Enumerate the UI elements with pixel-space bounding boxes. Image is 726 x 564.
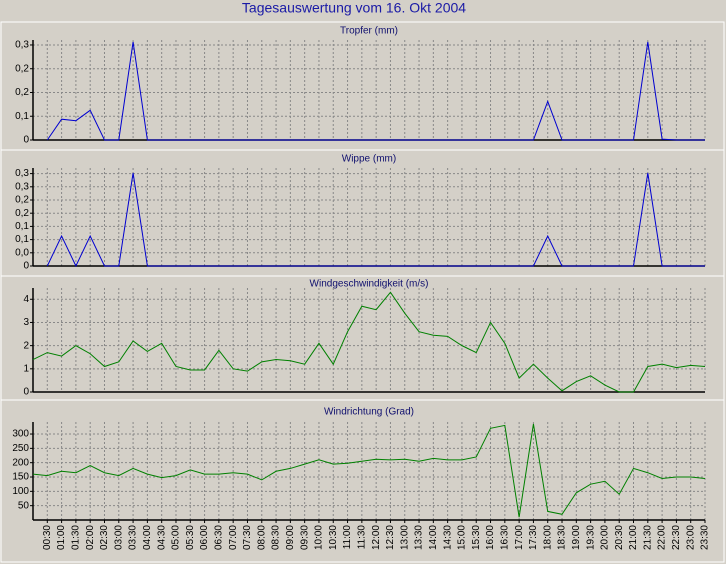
y-tick-label: 0,3 [15,168,29,179]
plot-area [33,288,705,392]
x-tick-label: 16:00 [485,525,496,550]
x-tick-label: 17:00 [514,525,525,550]
y-tick-label: 0,3 [15,181,29,192]
y-tick-label: 0,2 [15,87,29,98]
x-tick-label: 04:00 [142,525,153,550]
x-tick-label: 05:00 [171,525,182,550]
panel-title: Tropfer (mm) [340,26,398,37]
x-tick-label: 02:30 [99,525,110,550]
x-tick-label: 06:30 [214,525,225,550]
x-tick-label: 21:30 [642,525,653,550]
x-tick-label: 11:00 [342,525,353,550]
plot-area [33,40,705,140]
x-tick-label: 15:30 [471,525,482,550]
y-tick-label: 0,1 [15,111,29,122]
y-tick-label: 0,0 [15,247,29,258]
x-tick-label: 07:30 [242,525,253,550]
panel-title: Windrichtung (Grad) [324,407,414,418]
panel-title: Wippe (mm) [342,154,396,165]
x-tick-label: 17:30 [528,525,539,550]
data-line [32,291,706,393]
x-tick-label: 08:30 [271,525,282,550]
y-tick-label: 0,2 [15,208,29,219]
y-tick-label: 50 [18,500,30,511]
x-tick-label: 19:00 [571,525,582,550]
y-tick-label: 0,2 [15,63,29,74]
y-tick-label: 0 [23,387,29,398]
y-tick-label: 0 [23,261,29,272]
x-tick-label: 01:00 [56,525,67,550]
x-tick-label: 08:00 [256,525,267,550]
x-tick-label: 13:00 [399,525,410,550]
y-tick-label: 100 [12,486,29,497]
plot-area [33,422,705,520]
x-tick-label: 02:00 [85,525,96,550]
y-tick-label: 4 [23,294,29,305]
y-tick-label: 0,1 [15,234,29,245]
x-tick-label: 03:30 [128,525,139,550]
x-tick-label: 11:30 [356,525,367,550]
data-line [46,172,705,268]
x-tick-label: 09:30 [299,525,310,550]
data-line [32,423,706,518]
y-tick-label: 0 [23,135,29,146]
plot-area [33,168,705,266]
x-tick-label: 14:30 [442,525,453,550]
y-tick-label: 150 [12,472,29,483]
x-tick-label: 03:00 [113,525,124,550]
y-tick-label: 0,2 [15,195,29,206]
x-tick-label: 15:00 [457,525,468,550]
x-tick-label: 07:00 [228,525,239,550]
x-tick-label: 18:30 [557,525,568,550]
x-tick-label: 10:00 [314,525,325,550]
y-tick-label: 0,3 [15,40,29,51]
x-tick-label: 22:30 [671,525,682,550]
x-tick-label: 18:00 [542,525,553,550]
panel-frame [0,399,725,563]
x-tick-label: 20:00 [600,525,611,550]
x-tick-label: 00:30 [42,525,53,550]
x-tick-label: 10:30 [328,525,339,550]
data-line [46,41,705,141]
x-tick-label: 21:00 [628,525,639,550]
panel-title: Windgeschwindigkeit (m/s) [310,279,429,290]
x-tick-label: 09:00 [285,525,296,550]
x-tick-label: 19:30 [585,525,596,550]
y-tick-label: 300 [12,429,29,440]
x-tick-label: 05:30 [185,525,196,550]
x-tick-label: 16:30 [499,525,510,550]
y-tick-label: 2 [23,340,29,351]
x-tick-label: 20:30 [614,525,625,550]
x-tick-label: 14:00 [428,525,439,550]
x-tick-label: 01:30 [71,525,82,550]
x-tick-label: 12:00 [371,525,382,550]
y-tick-label: 250 [12,443,29,454]
page-title: Tagesauswertung vom 16. Okt 2004 [242,0,466,16]
x-tick-label: 06:00 [199,525,210,550]
x-tick-label: 23:00 [685,525,696,550]
x-tick-label: 04:30 [156,525,167,550]
x-tick-label: 12:30 [385,525,396,550]
x-tick-label: 22:00 [657,525,668,550]
y-tick-label: 200 [12,457,29,468]
x-tick-label: 23:30 [700,525,711,550]
x-tick-label: 13:30 [414,525,425,550]
y-tick-label: 1 [23,363,29,374]
y-tick-label: 3 [23,317,29,328]
y-tick-label: 0,1 [15,221,29,232]
